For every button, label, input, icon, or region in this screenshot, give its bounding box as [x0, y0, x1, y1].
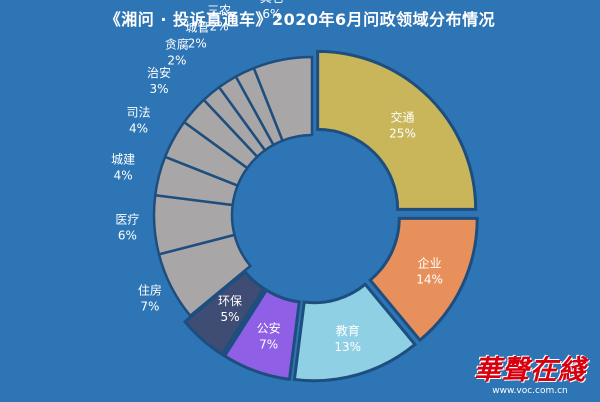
slice-value-1: 25% — [389, 126, 416, 140]
slice-label-4: 公安 — [257, 320, 281, 335]
slice-value-14: 6% — [262, 7, 281, 21]
chart-title: 《湘问 · 投诉直通车》2020年6月问政领域分布情况 — [104, 10, 496, 29]
slice-1 — [316, 49, 478, 211]
slice-value-10: 3% — [149, 82, 168, 96]
slice-value-7: 6% — [118, 229, 137, 243]
slice-4 — [222, 288, 301, 381]
slice-value-2: 14% — [416, 272, 443, 286]
slice-label-14: 其它 — [260, 0, 284, 5]
slice-value-12: 2% — [188, 36, 207, 50]
slice-label-3: 教育 — [336, 323, 360, 338]
slice-value-3: 13% — [334, 340, 361, 354]
slice-label-7: 医疗 — [115, 213, 139, 227]
slice-14 — [252, 55, 314, 143]
slice-value-6: 7% — [140, 300, 159, 314]
slice-value-4: 7% — [259, 337, 278, 351]
watermark-logo: 華聲在綫 — [474, 355, 586, 386]
slice-5 — [182, 269, 266, 357]
slice-label-10: 治安 — [147, 65, 171, 80]
slice-label-12: 城管 — [185, 19, 209, 34]
watermark-url: www.voc.com.cn — [492, 386, 568, 396]
slice-value-11: 2% — [167, 54, 186, 68]
slice-value-9: 4% — [129, 122, 148, 136]
watermark: 華聲在綫 www.voc.com.cn — [474, 355, 586, 397]
slice-label-2: 企业 — [418, 255, 442, 270]
slice-value-13: 2% — [210, 20, 229, 34]
slice-label-9: 司法 — [126, 106, 150, 120]
slice-label-8: 城建 — [111, 153, 135, 167]
slice-label-11: 贪腐 — [165, 37, 189, 52]
slice-label-5: 环保 — [218, 294, 242, 308]
slice-2 — [368, 216, 479, 343]
slice-value-5: 5% — [220, 310, 239, 324]
slice-label-1: 交通 — [391, 109, 415, 124]
slice-label-6: 住房 — [138, 283, 162, 298]
slice-value-8: 4% — [114, 169, 133, 183]
slice-3 — [292, 282, 418, 383]
slice-label-13: 三农 — [207, 4, 231, 18]
